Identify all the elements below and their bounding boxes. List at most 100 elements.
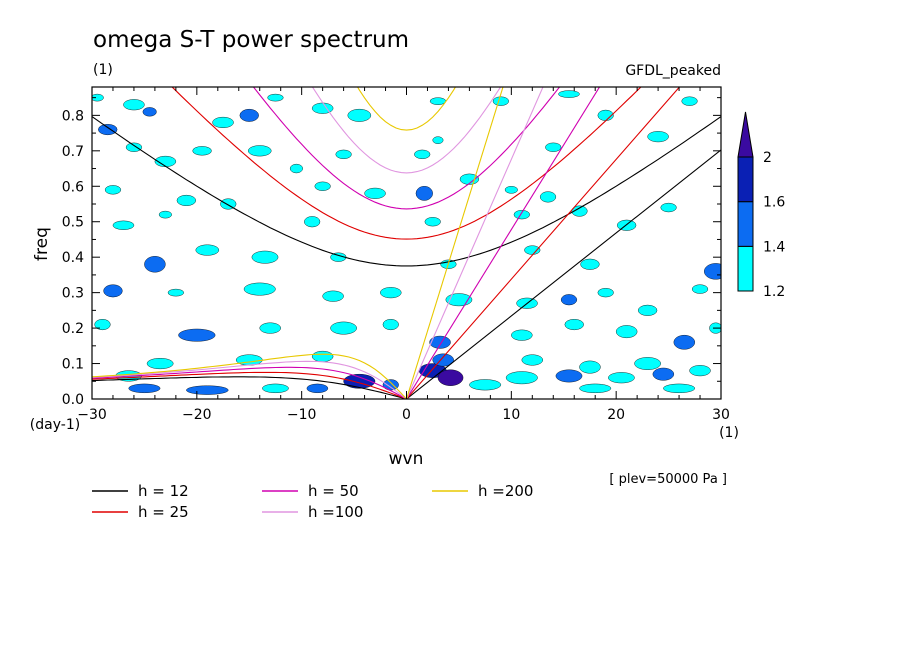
contour-patch — [192, 146, 212, 156]
contour-patch — [511, 329, 533, 341]
legend: h = 12 h = 25 h = 50 h =100 h =200 — [92, 482, 533, 521]
contour-patch — [248, 145, 272, 157]
contour-patch — [335, 149, 352, 159]
dispersion-curve — [356, 87, 457, 131]
dispersion-curve — [92, 360, 407, 399]
y-tick-label: 0.4 — [62, 250, 84, 266]
legend-label: h = 25 — [138, 503, 189, 521]
x-tick-label: −10 — [287, 407, 317, 423]
contour-patch — [564, 319, 584, 331]
dispersion-curve — [92, 371, 407, 399]
dispersion-curve — [171, 87, 642, 240]
colorbar-box — [737, 245, 754, 292]
contour-patch — [144, 256, 166, 273]
contour-patch — [608, 372, 635, 384]
y-tick-label: 0.5 — [62, 215, 84, 231]
contour-patch — [176, 194, 196, 206]
contour-patch — [663, 383, 695, 393]
dispersion-curve — [252, 87, 561, 210]
dispersion-curve — [406, 149, 721, 399]
contour-patch — [555, 369, 583, 383]
colorbar-label: 1.6 — [763, 195, 785, 211]
x-tick-label: 0 — [402, 407, 411, 423]
dispersion-curve — [405, 87, 504, 399]
contour-patch — [128, 383, 161, 393]
colorbar-extend-triangle — [737, 111, 754, 158]
contour-patch — [691, 284, 709, 294]
pressure-level-note: [ plev=50000 Pa ] — [609, 472, 727, 487]
dispersion-curves — [92, 87, 721, 399]
contour-patch — [322, 290, 344, 302]
y-tick-label: 0.2 — [62, 321, 84, 337]
contour-patch — [259, 322, 281, 334]
contour-patch — [637, 304, 658, 316]
x-tick-label: −20 — [182, 407, 212, 423]
contour-patch — [195, 244, 220, 256]
colorbar-label: 1.2 — [763, 284, 785, 300]
contour-patch — [505, 371, 538, 385]
contour-patch — [647, 131, 669, 143]
x-tick-label: 30 — [712, 407, 730, 423]
y-tick-label: 0.3 — [62, 286, 84, 302]
legend-label: h =100 — [308, 503, 363, 521]
contour-patch — [125, 142, 142, 152]
contour-patch — [504, 186, 518, 194]
chart-title: omega S-T power spectrum — [93, 27, 409, 53]
x-tick-label: 10 — [502, 407, 520, 423]
contour-patch — [634, 357, 661, 370]
contour-patch — [142, 107, 157, 117]
x-tick-label: −30 — [77, 407, 107, 423]
contour-patch — [539, 191, 557, 203]
contour-patch — [103, 284, 123, 298]
contour-patch — [414, 149, 431, 159]
contour-patch — [545, 142, 562, 152]
contour-patch — [289, 163, 303, 174]
contour-patch — [306, 383, 329, 393]
contour-patch — [429, 335, 451, 349]
y-tick-label: 0.7 — [62, 144, 84, 160]
contour-patch — [158, 210, 172, 219]
colorbar-box — [737, 201, 754, 247]
legend-label: h =200 — [478, 482, 533, 500]
contour-patch — [673, 334, 695, 350]
legend-label: h = 12 — [138, 482, 189, 500]
contour-patch — [311, 350, 334, 362]
y-tick-label: 0.8 — [62, 108, 84, 124]
contour-patch — [98, 124, 118, 136]
contour-patch — [689, 365, 711, 377]
colorbar-label: 2 — [763, 150, 772, 166]
chart-units: (1) — [93, 62, 113, 78]
x-axis-label: wvn — [389, 449, 424, 469]
dispersion-curve — [406, 87, 681, 399]
contour-patch — [432, 136, 444, 144]
contour-patch — [104, 185, 122, 195]
x-axis-units: (1) — [719, 425, 739, 441]
contour-patch — [178, 328, 216, 342]
dispersion-curve — [92, 366, 407, 399]
contour-patch — [579, 383, 612, 393]
contour-patch — [314, 181, 331, 191]
y-tick-label: 0.0 — [62, 392, 84, 408]
y-tick-label: 0.1 — [62, 357, 84, 373]
contour-patch — [524, 245, 541, 255]
dispersion-curve — [92, 353, 407, 399]
contour-patch — [560, 294, 578, 306]
contour-patch — [558, 90, 580, 98]
x-tick-label: 20 — [607, 407, 625, 423]
contour-patch — [424, 217, 441, 227]
contour-patch — [437, 369, 464, 386]
contour-patch — [347, 108, 372, 122]
contour-patch — [580, 258, 600, 270]
contour-patch — [597, 288, 614, 298]
contour-patch — [364, 187, 386, 199]
contour-patch — [681, 96, 698, 106]
y-axis-label: freq — [32, 227, 52, 261]
contour-patch — [186, 385, 229, 395]
contour-patch — [429, 97, 447, 105]
contour-patch — [311, 102, 334, 114]
contour-patch — [267, 93, 284, 102]
contour-fills — [92, 90, 721, 395]
contour-patch — [304, 216, 321, 228]
dispersion-curve — [311, 87, 502, 174]
